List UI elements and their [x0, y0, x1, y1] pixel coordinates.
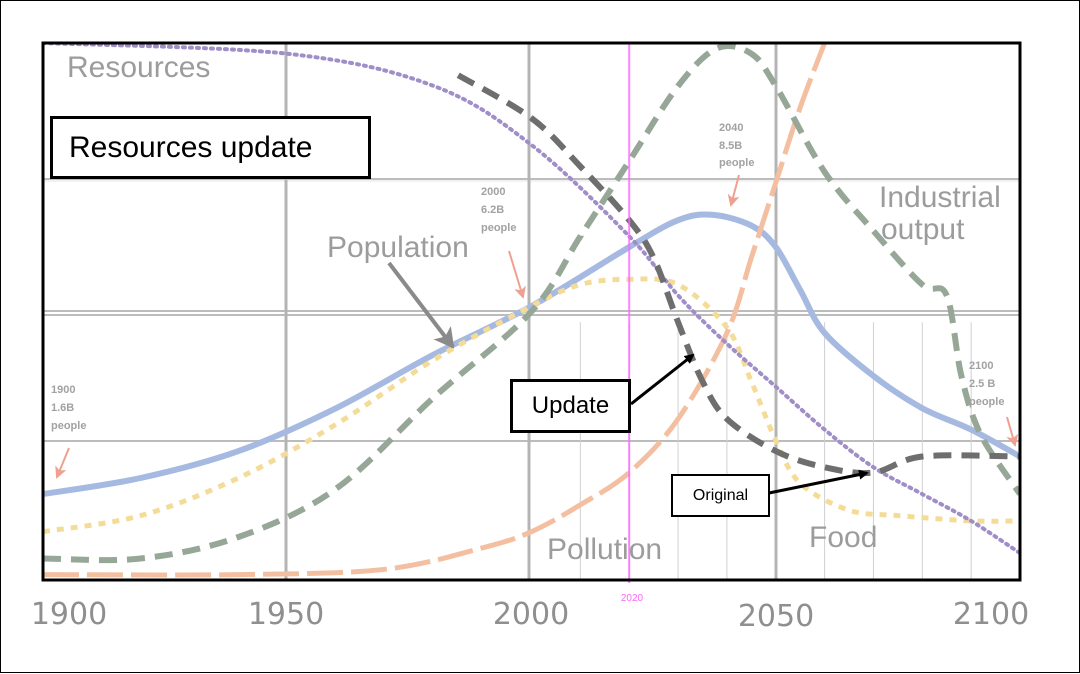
svg-text:2040: 2040: [719, 122, 743, 134]
annotation-2040: 2040 8.5B people: [719, 122, 754, 207]
svg-text:2.5 B: 2.5 B: [969, 378, 995, 390]
label-resources: Resources: [67, 51, 210, 84]
label-food: Food: [809, 521, 877, 554]
x-tick-1950: 1950: [248, 597, 324, 632]
label-population: Population: [327, 231, 469, 264]
original-callout: Original: [671, 474, 770, 517]
series-food: [43, 276, 1020, 535]
plot-border: [41, 41, 1022, 582]
svg-text:1.6B: 1.6B: [51, 402, 74, 414]
population-arrow: [387, 261, 455, 349]
svg-text:people: people: [481, 222, 516, 234]
svg-text:2000: 2000: [481, 186, 505, 198]
original-arrow: [768, 469, 869, 495]
svg-text:1900: 1900: [51, 384, 75, 396]
svg-text:6.2B: 6.2B: [481, 204, 504, 216]
x-tick-2100: 2100: [953, 597, 1029, 632]
x-tick-2050: 2050: [738, 599, 814, 634]
svg-text:people: people: [969, 396, 1004, 408]
svg-text:8.5B: 8.5B: [719, 140, 742, 152]
update-arrow: [630, 353, 695, 406]
series-industrial-output: [43, 43, 1020, 564]
x-tick-1900: 1900: [31, 597, 107, 632]
series-pollution: [43, 43, 827, 578]
chart-title: Resources update: [50, 116, 371, 179]
svg-text:2100: 2100: [969, 360, 993, 372]
label-industrial-line2: output: [881, 213, 965, 246]
annotation-1900: 1900 1.6B people: [51, 384, 86, 479]
label-industrial-line1: Industrial: [879, 181, 1001, 214]
series-resources-update: [456, 72, 1020, 477]
marker-2020-label: 2020: [621, 593, 644, 604]
svg-text:people: people: [51, 420, 86, 432]
series-population: [43, 211, 1020, 498]
x-axis: 1900 1950 2000 2050 2100: [31, 597, 1029, 634]
series-layer: [43, 43, 1020, 578]
series-resources: [43, 43, 1020, 556]
svg-text:people: people: [719, 157, 754, 169]
label-pollution: Pollution: [547, 533, 662, 566]
x-tick-2000: 2000: [493, 597, 569, 632]
annotation-2000: 2000 6.2B people: [481, 186, 526, 299]
update-callout: Update: [510, 379, 631, 433]
annotation-2100: 2100 2.5 B people: [969, 360, 1019, 447]
